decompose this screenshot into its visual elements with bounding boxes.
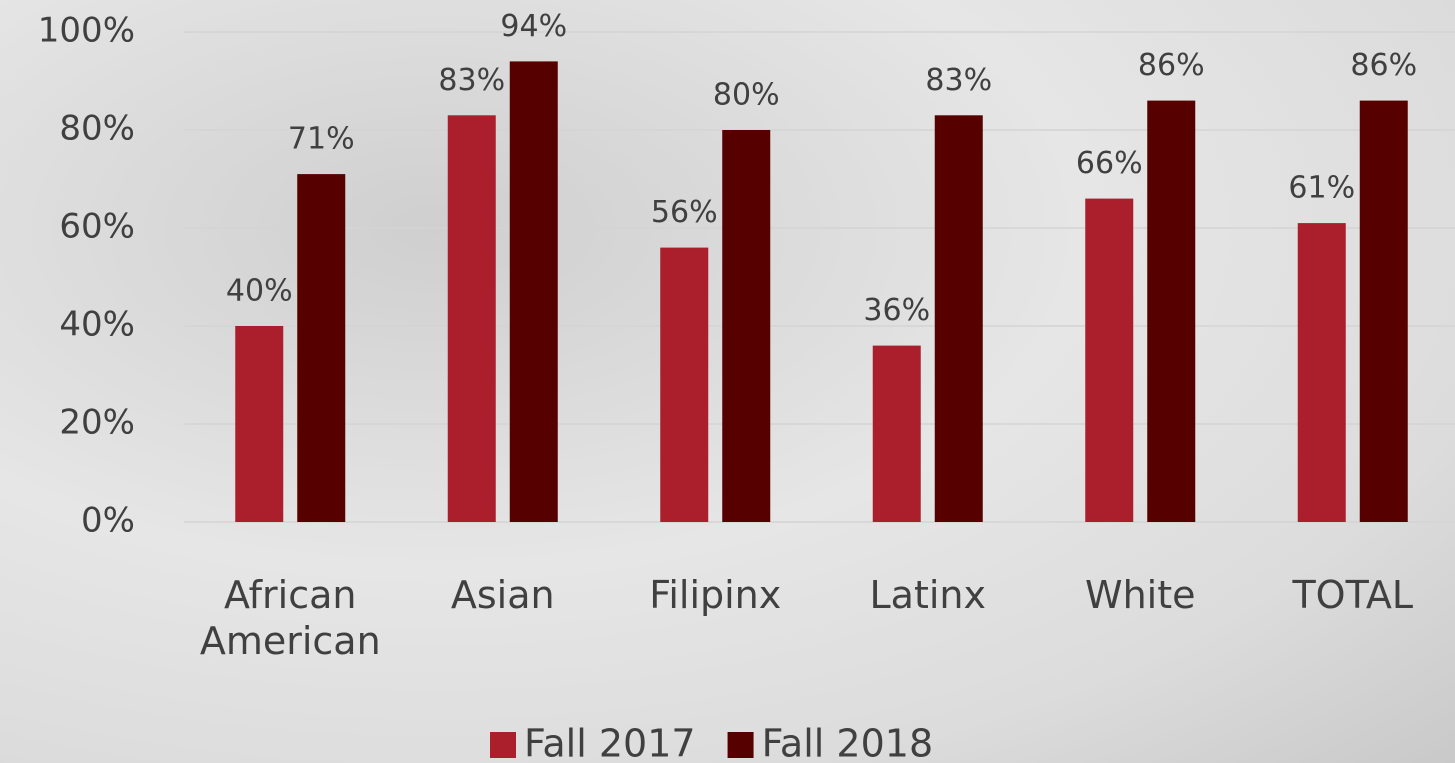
data-label: 61% <box>1288 171 1355 206</box>
legend-swatch <box>490 732 516 758</box>
bar <box>509 61 558 523</box>
data-label: 83% <box>925 63 992 98</box>
y-tick-label: 40% <box>59 305 135 345</box>
bar <box>1297 223 1346 522</box>
x-tick-label: Filipinx <box>649 573 782 617</box>
y-tick-label: 100% <box>38 11 135 51</box>
data-label: 94% <box>500 9 567 44</box>
data-label: 56% <box>651 195 718 230</box>
bar <box>660 247 709 522</box>
bar <box>934 115 983 523</box>
legend-swatch <box>727 732 754 758</box>
bar <box>1147 100 1196 522</box>
data-label: 66% <box>1076 146 1143 181</box>
data-label: 71% <box>288 122 355 157</box>
bar <box>1085 198 1134 522</box>
x-tick-label: Asian <box>450 573 555 617</box>
data-label: 86% <box>1350 48 1417 83</box>
legend-label: Fall 2018 <box>762 722 934 763</box>
x-tick-label: African American <box>199 573 381 663</box>
data-label: 36% <box>863 293 930 328</box>
bar <box>235 326 284 522</box>
y-tick-label: 0% <box>81 501 135 541</box>
bar <box>297 174 346 522</box>
data-label: 80% <box>713 78 780 113</box>
y-tick-label: 80% <box>59 109 135 149</box>
x-tick-label: TOTAL <box>1292 573 1414 617</box>
y-tick-label: 60% <box>59 207 135 247</box>
data-label: 40% <box>226 274 293 309</box>
data-label: 86% <box>1138 48 1205 83</box>
data-label: 83% <box>438 63 505 98</box>
x-tick-label: Latinx <box>869 573 987 617</box>
bar <box>1359 100 1408 522</box>
bar <box>872 345 921 522</box>
legend-label: Fall 2017 <box>524 722 696 763</box>
bar <box>722 130 771 522</box>
x-tick-label: White <box>1085 573 1196 617</box>
bar <box>447 115 496 523</box>
y-tick-label: 20% <box>59 403 135 443</box>
